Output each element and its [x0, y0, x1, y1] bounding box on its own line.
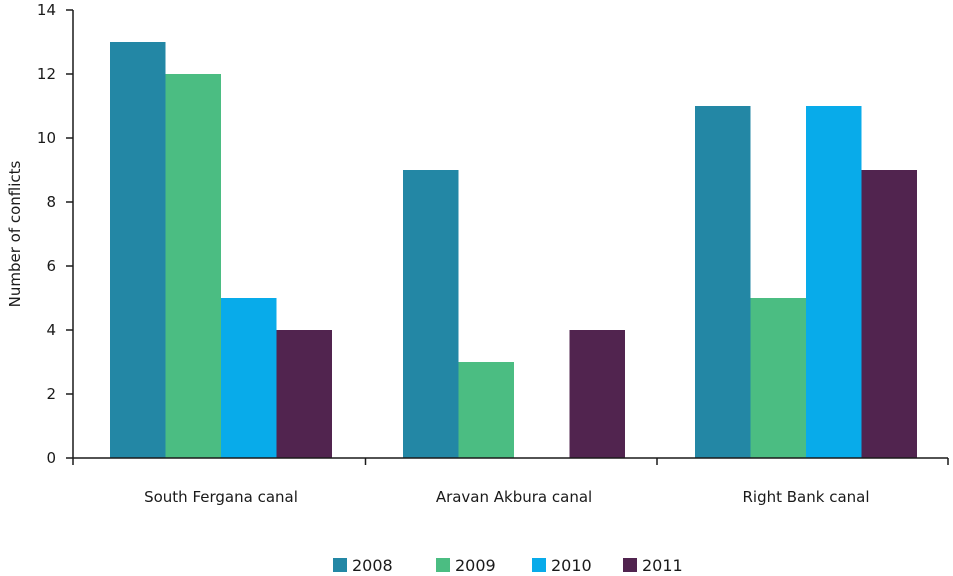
bar-2008-2: [403, 170, 459, 458]
bar-2010-3: [806, 106, 862, 458]
legend-label-2010: 2010: [551, 556, 592, 575]
y-tick-label: 2: [46, 385, 56, 403]
y-tick-label: 8: [46, 193, 56, 211]
bar-2011-2: [569, 330, 625, 458]
category-labels: South Fergana canal Aravan Akbura canal Ri…: [144, 488, 869, 506]
y-tick-label: 6: [46, 257, 56, 275]
y-tick-label: 4: [46, 321, 56, 339]
y-tick-label: 0: [46, 449, 56, 467]
y-tick-label: 14: [37, 1, 56, 19]
bar-2009-1: [165, 74, 221, 458]
y-tick-label: 10: [37, 129, 56, 147]
legend-swatch-2010: [532, 558, 546, 572]
bar-2009-3: [750, 298, 806, 458]
legend-swatch-2008: [333, 558, 347, 572]
legend-swatch-2009: [436, 558, 450, 572]
category-label: South Fergana canal: [144, 488, 298, 506]
legend-label-2009: 2009: [455, 556, 496, 575]
y-tick-label: 12: [37, 65, 56, 83]
bar-2010-1: [221, 298, 277, 458]
legend-swatch-2011: [623, 558, 637, 572]
bar-2009-2: [458, 362, 514, 458]
y-axis-label: Number of conflicts: [6, 160, 24, 307]
legend: 2008 2009 2010 2011: [333, 556, 683, 575]
x-axis-ticks: [72, 458, 949, 465]
bar-2011-1: [276, 330, 332, 458]
category-label: Right Bank canal: [742, 488, 869, 506]
bar-2008-1: [110, 42, 166, 458]
legend-label-2008: 2008: [352, 556, 393, 575]
bars: [110, 42, 917, 458]
bar-2011-3: [861, 170, 917, 458]
category-label: Aravan Akbura canal: [436, 488, 592, 506]
y-axis-ticks: 0 2 4 6 8 10 12 14: [37, 1, 73, 467]
bar-2008-3: [695, 106, 751, 458]
legend-label-2011: 2011: [642, 556, 683, 575]
